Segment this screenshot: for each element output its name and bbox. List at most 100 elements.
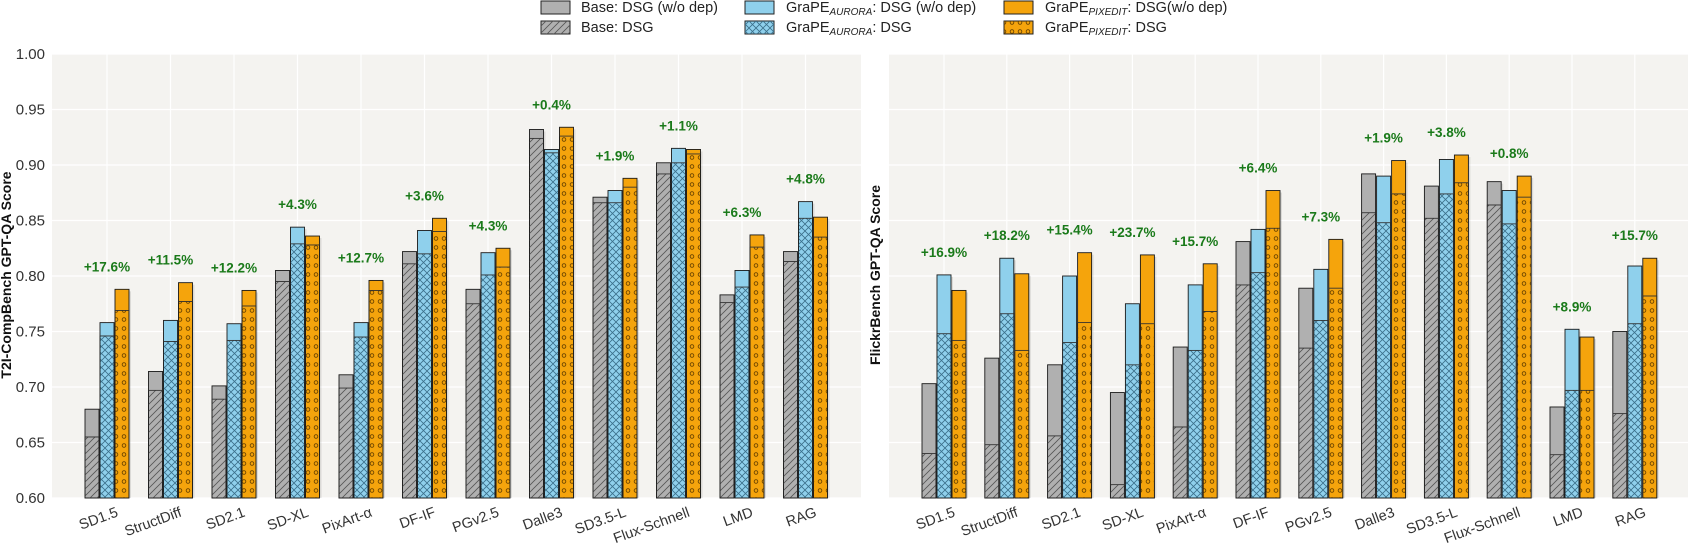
y-tick-label: 0.95 xyxy=(16,102,45,119)
improvement-label: +16.9% xyxy=(921,245,967,260)
bar-pixedit-dsg xyxy=(1014,350,1030,499)
bar-aurora-dsg xyxy=(1376,222,1391,499)
legend-label: GraPEAURORA: DSG (w/o dep) xyxy=(786,0,976,18)
bar-aurora-dsg xyxy=(798,217,813,499)
legend-swatch-pattern xyxy=(541,21,570,34)
bar-pixedit-dsg xyxy=(1202,311,1218,499)
legend-item-base-nodep: Base: DSG (w/o dep) xyxy=(540,0,718,16)
bar-pixedit-dsg xyxy=(1642,295,1658,499)
x-tick-label: RAG xyxy=(784,505,819,531)
bar-pixedit-dsg xyxy=(622,186,638,499)
improvement-label: +1.9% xyxy=(1364,131,1403,146)
improvement-label: +7.3% xyxy=(1301,209,1340,224)
improvement-label: +4.3% xyxy=(469,218,508,233)
bar-base-dsg xyxy=(338,387,354,499)
improvement-label: +1.9% xyxy=(596,148,635,163)
x-tick-label: DF-IF xyxy=(398,505,438,533)
x-tick-label: SD-XL xyxy=(1100,505,1146,535)
bar-aurora-dsg xyxy=(226,340,242,499)
bar-pixedit-dsg xyxy=(1516,196,1532,499)
bar-base-dsg xyxy=(1047,435,1062,499)
bar-aurora-dsg xyxy=(1439,193,1454,499)
bar-pixedit-dsg xyxy=(432,231,447,499)
x-tick-label: Dalle3 xyxy=(1353,505,1397,534)
bar-base-dsg xyxy=(1172,426,1188,499)
bar-aurora-dsg xyxy=(999,313,1015,499)
bar-pixedit-dsg xyxy=(495,266,511,499)
x-tick-label: StructDiff xyxy=(123,504,185,540)
legend-swatch-pattern xyxy=(1004,21,1033,34)
bar-aurora-dsg xyxy=(936,333,952,499)
bar-aurora-dsg xyxy=(99,335,115,499)
bar-aurora-dsg xyxy=(1627,323,1643,499)
chart-panel-t2i-compbench: +17.6% SD1.5 +11.5% StructDiff +12.2% SD2.1 +4… xyxy=(52,53,861,546)
bar-base-dsg xyxy=(84,436,100,499)
bar-pixedit-dsg xyxy=(1328,287,1344,499)
x-tick-label: SD2.1 xyxy=(204,505,247,534)
improvement-label: +15.7% xyxy=(1612,228,1658,243)
legend-item-pixedit-dsg: GraPEPIXEDIT: DSG xyxy=(1003,20,1167,38)
bar-pixedit-dsg xyxy=(559,135,574,499)
bar-aurora-dsg xyxy=(607,202,623,499)
improvement-label: +23.7% xyxy=(1109,225,1155,240)
bar-base-dsg xyxy=(1424,217,1439,499)
legend-item-aurora-dsg: GraPEAURORA: DSG xyxy=(744,20,912,38)
x-tick-label: PixArt-α xyxy=(1154,505,1208,538)
x-tick-label: Dalle3 xyxy=(521,505,565,534)
improvement-label: +6.4% xyxy=(1239,161,1278,176)
legend-label: Base: DSG xyxy=(581,20,654,36)
bar-pixedit-dsg xyxy=(951,340,967,499)
bar-aurora-dsg xyxy=(1187,350,1203,499)
bar-aurora-dsg xyxy=(290,243,305,499)
bar-base-dsg xyxy=(1361,212,1376,499)
legend-swatch-pattern xyxy=(745,21,774,34)
legend-label: GraPEPIXEDIT: DSG(w/o dep) xyxy=(1045,0,1227,18)
y-tick-label: 0.75 xyxy=(16,324,45,341)
y-axis-label-right: FlickrBench GPT-QA Score xyxy=(867,185,883,365)
improvement-label: +15.4% xyxy=(1047,223,1093,238)
bar-base-dsg xyxy=(1486,204,1502,499)
bar-pixedit-dsg xyxy=(686,153,701,499)
bar-base-dsg xyxy=(529,138,544,499)
improvement-label: +0.4% xyxy=(532,97,571,112)
bar-base-dsg xyxy=(1235,284,1251,499)
bar-base-dsg xyxy=(402,263,417,499)
bar-aurora-dsg xyxy=(480,274,496,499)
bar-base-dsg xyxy=(656,173,671,499)
bar-pixedit-dsg xyxy=(1579,390,1595,499)
improvement-label: +8.9% xyxy=(1553,299,1592,314)
bar-pixedit-dsg xyxy=(1265,227,1281,499)
bar-base-nodep xyxy=(1109,392,1125,499)
chart-panel-flickrbench: +16.9% SD1.5 +18.2% StructDiff +15.4% SD2.1 +2… xyxy=(889,53,1688,546)
bar-pixedit-dsg xyxy=(114,310,130,499)
legend-swatch xyxy=(540,0,571,15)
improvement-label: +12.7% xyxy=(338,250,384,265)
bar-aurora-dsg xyxy=(1250,272,1266,499)
y-tick-label: 0.85 xyxy=(16,213,45,230)
legend: Base: DSG (w/o dep) Base: DSG GraPEAUROR… xyxy=(540,0,1227,38)
y-tick-label: 0.70 xyxy=(16,379,45,396)
improvement-label: +12.2% xyxy=(211,260,257,275)
improvement-label: +1.1% xyxy=(659,118,698,133)
x-tick-label: SD2.1 xyxy=(1040,505,1083,534)
y-tick-label: 0.90 xyxy=(16,157,45,174)
improvement-label: +18.2% xyxy=(984,228,1030,243)
legend-item-pixedit-nodep: GraPEPIXEDIT: DSG(w/o dep) xyxy=(1003,0,1227,18)
improvement-label: +4.8% xyxy=(786,172,825,187)
improvement-label: +11.5% xyxy=(148,253,193,268)
x-tick-label: DF-IF xyxy=(1231,505,1271,533)
y-tick-label: 0.80 xyxy=(16,268,45,285)
bar-base-dsg xyxy=(783,261,798,499)
bar-aurora-dsg xyxy=(734,286,750,499)
improvement-label: +15.7% xyxy=(1172,234,1218,249)
bar-base-dsg xyxy=(719,302,735,499)
bar-base-dsg xyxy=(1110,484,1125,499)
improvement-label: +4.3% xyxy=(278,197,317,212)
bar-pixedit-dsg xyxy=(749,246,765,499)
improvement-label: +0.8% xyxy=(1490,146,1529,161)
bar-base-dsg xyxy=(1612,413,1628,499)
legend-item-base-dsg: Base: DSG xyxy=(540,20,654,36)
bar-base-dsg xyxy=(984,444,1000,499)
y-tick-label: 0.60 xyxy=(16,490,45,507)
bar-base-dsg xyxy=(1549,454,1565,499)
